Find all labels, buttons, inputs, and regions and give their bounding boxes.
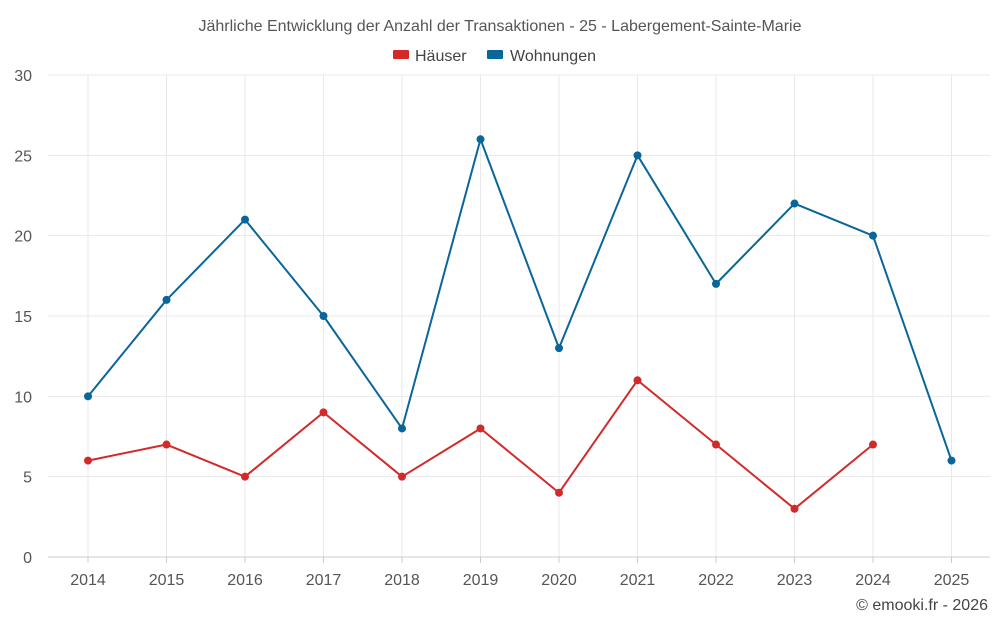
data-point-wohnungen[interactable]: [398, 424, 406, 433]
x-tick-label: 2018: [384, 572, 420, 589]
legend-item-haeuser[interactable]: Häuser: [393, 48, 467, 65]
chart-title: Jährliche Entwicklung der Anzahl der Tra…: [199, 18, 802, 35]
data-point-haeuser[interactable]: [712, 440, 720, 449]
grid: [48, 74, 990, 557]
legend-item-wohnungen[interactable]: Wohnungen: [487, 48, 596, 65]
x-tick-label: 2025: [934, 572, 970, 589]
x-tick-label: 2015: [149, 572, 185, 589]
x-tick-label: 2016: [227, 572, 263, 589]
series-haeuser: [84, 376, 877, 513]
data-point-haeuser[interactable]: [84, 456, 92, 465]
x-tick-label: 2024: [855, 572, 891, 589]
data-point-haeuser[interactable]: [241, 472, 249, 481]
x-tick-label: 2022: [698, 572, 734, 589]
data-point-haeuser[interactable]: [790, 504, 799, 513]
legend-swatch-haeuser: [393, 50, 409, 59]
data-point-wohnungen[interactable]: [84, 392, 92, 401]
y-tick-label: 20: [14, 229, 32, 246]
data-point-wohnungen[interactable]: [319, 312, 328, 320]
data-point-haeuser[interactable]: [319, 408, 328, 417]
y-tick-label: 10: [14, 389, 32, 406]
data-point-wohnungen[interactable]: [476, 135, 485, 144]
x-tick-label: 2023: [777, 572, 813, 589]
legend-label-wohnungen: Wohnungen: [510, 48, 596, 65]
legend-swatch-wohnungen: [487, 50, 503, 59]
y-tick-label: 5: [23, 470, 32, 487]
data-point-wohnungen[interactable]: [790, 199, 799, 208]
x-tick-label: 2014: [70, 572, 106, 589]
y-tick-label: 25: [14, 148, 32, 165]
data-point-wohnungen[interactable]: [947, 456, 956, 465]
x-tick-label: 2020: [541, 572, 577, 589]
data-point-wohnungen[interactable]: [241, 215, 249, 224]
data-point-haeuser[interactable]: [398, 472, 406, 481]
data-point-wohnungen[interactable]: [869, 231, 877, 240]
data-point-haeuser[interactable]: [162, 440, 171, 449]
data-point-haeuser[interactable]: [555, 488, 563, 497]
y-tick-label: 15: [14, 309, 32, 326]
series: [84, 135, 956, 513]
x-axis-ticks: 2014 2015 2016 2017 2018 2019 2020 2021 2022 2023…: [70, 557, 969, 589]
legend-label-haeuser: Häuser: [415, 48, 467, 65]
x-tick-label: 2021: [620, 572, 656, 589]
x-tick-label: 2017: [306, 572, 342, 589]
x-tick-label: 2019: [463, 572, 499, 589]
data-point-haeuser[interactable]: [633, 376, 642, 385]
series-line-wohnungen: [87, 138, 953, 461]
data-point-haeuser[interactable]: [869, 440, 877, 449]
data-point-wohnungen[interactable]: [162, 295, 171, 304]
data-point-wohnungen[interactable]: [633, 151, 642, 160]
credit: © emooki.fr - 2026: [856, 597, 988, 614]
legend[interactable]: Häuser Wohnungen: [393, 48, 596, 65]
y-axis-ticks: 0 5 10 15 20 25 30: [14, 68, 32, 567]
series-wohnungen: [84, 135, 956, 465]
data-point-haeuser[interactable]: [476, 424, 485, 433]
y-tick-label: 30: [14, 68, 32, 85]
data-point-wohnungen[interactable]: [712, 279, 720, 288]
data-point-wohnungen[interactable]: [555, 344, 563, 353]
y-tick-label: 0: [23, 550, 32, 567]
